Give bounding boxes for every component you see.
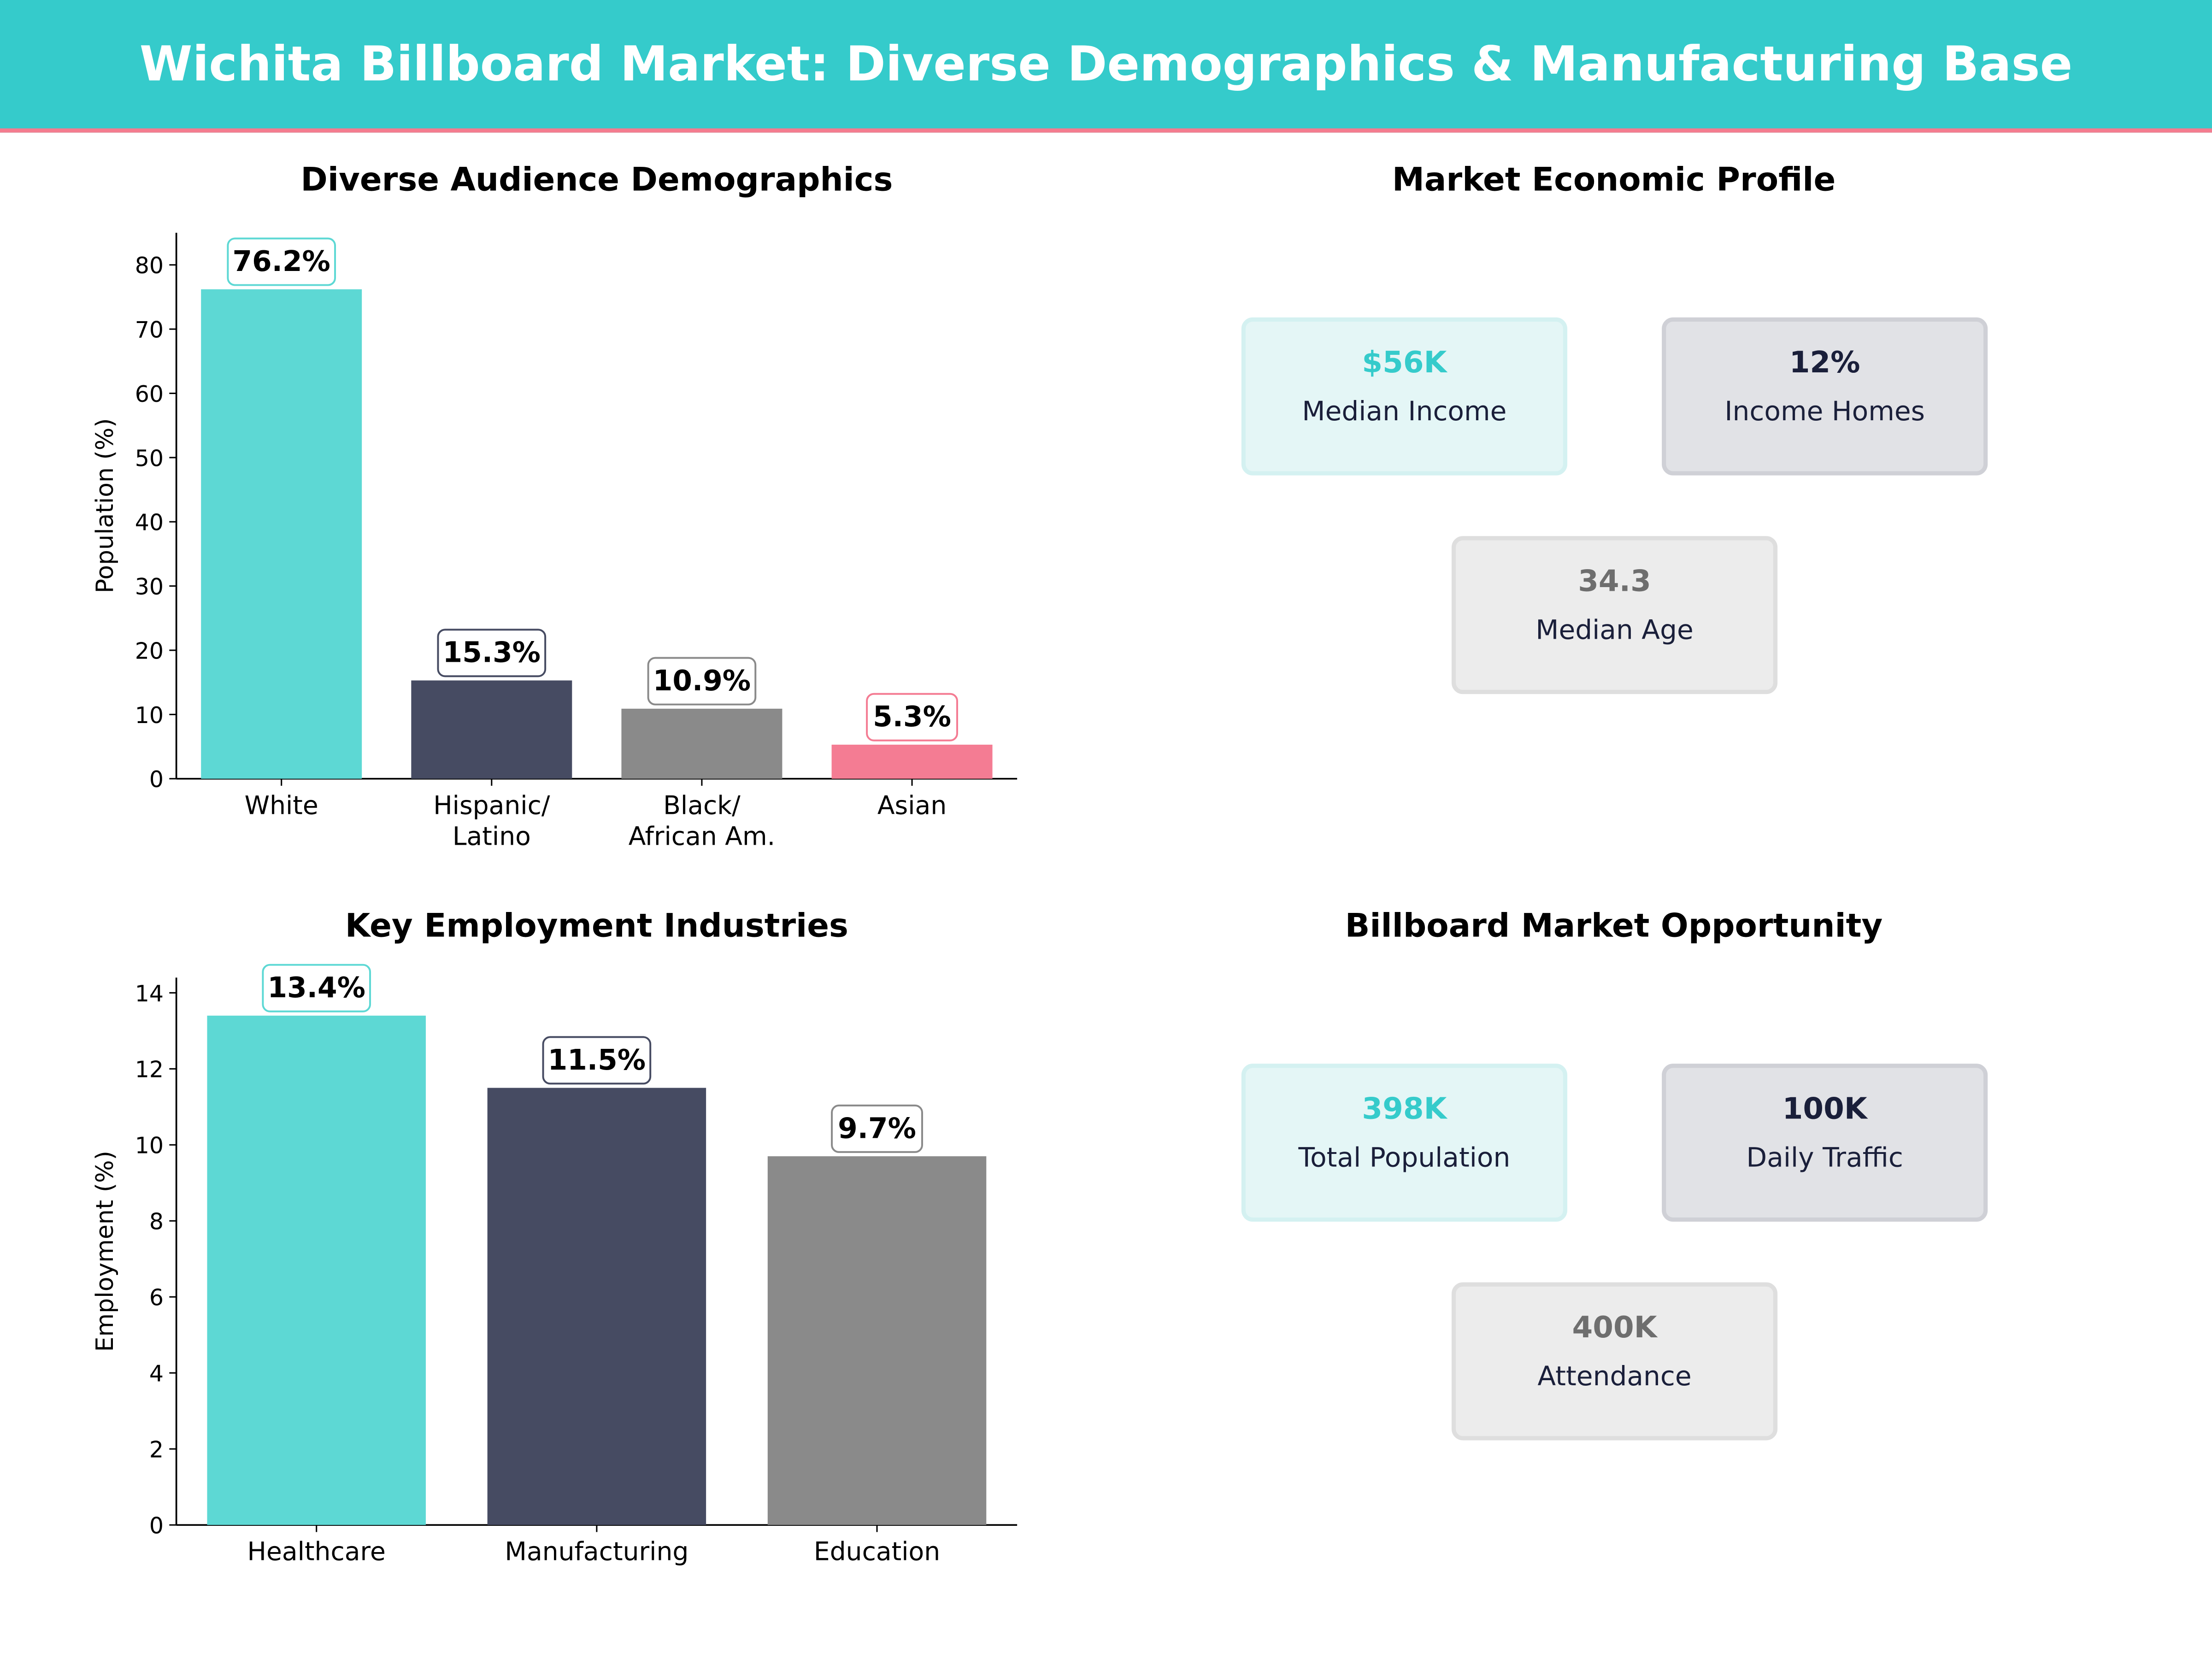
y-tick-label: 8 <box>149 1209 164 1235</box>
data-label: 9.7% <box>838 1112 916 1145</box>
bar <box>831 744 993 779</box>
card-label: Total Population <box>1298 1142 1511 1174</box>
income-homes-card: 12% Income Homes <box>1662 317 1988 476</box>
card-value: 34.3 <box>1578 564 1651 598</box>
x-tick-label: Manufacturing <box>505 1537 688 1566</box>
y-tick-label: 10 <box>135 702 164 729</box>
bar <box>201 289 362 779</box>
bar <box>487 1088 706 1525</box>
data-label: 15.3% <box>443 636 541 669</box>
data-label: 10.9% <box>653 665 751 697</box>
y-tick-label: 6 <box>149 1285 164 1311</box>
y-tick-label: 12 <box>135 1057 164 1083</box>
y-tick-label: 70 <box>135 317 164 343</box>
y-tick-label: 0 <box>149 1513 164 1539</box>
y-tick-label: 30 <box>135 574 164 600</box>
x-tick-label: Latino <box>453 822 531 851</box>
total-population-card: 398K Total Population <box>1241 1064 1567 1222</box>
y-tick-label: 50 <box>135 445 164 471</box>
y-tick-label: 80 <box>135 253 164 279</box>
header-banner: Wichita Billboard Market: Diverse Demogr… <box>0 0 2212 133</box>
card-value: $56K <box>1362 345 1447 380</box>
card-label: Attendance <box>1537 1361 1692 1393</box>
attendance-card: 400K Attendance <box>1451 1282 1778 1441</box>
y-tick-label: 2 <box>149 1437 164 1463</box>
y-tick-label: 4 <box>149 1361 164 1387</box>
median-income-card: $56K Median Income <box>1241 317 1567 476</box>
y-tick-label: 0 <box>149 766 164 793</box>
data-label-box <box>437 629 547 677</box>
y-axis-label: Employment (%) <box>91 1151 119 1352</box>
card-value: 398K <box>1362 1092 1447 1126</box>
data-label: 11.5% <box>548 1044 646 1077</box>
data-label-box <box>262 964 371 1012</box>
bar <box>207 1015 426 1525</box>
card-value: 12% <box>1789 345 1860 380</box>
x-tick-label: African Am. <box>629 822 775 851</box>
y-tick-label: 20 <box>135 638 164 664</box>
daily-traffic-card: 100K Daily Traffic <box>1662 1064 1988 1222</box>
opportunity-title: Billboard Market Opportunity <box>1345 908 1883 946</box>
x-tick-label: Asian <box>877 790 947 820</box>
card-label: Median Age <box>1535 615 1694 647</box>
data-label-box <box>647 657 757 706</box>
card-value: 400K <box>1572 1310 1657 1345</box>
x-tick-label: White <box>245 790 318 820</box>
y-tick-label: 60 <box>135 381 164 407</box>
data-label-box <box>227 237 336 286</box>
y-tick-label: 14 <box>135 981 164 1007</box>
x-tick-label: Healthcare <box>247 1537 386 1566</box>
card-value: 100K <box>1782 1092 1867 1126</box>
data-label-box <box>542 1036 652 1085</box>
bar <box>411 680 572 779</box>
card-label: Daily Traffic <box>1746 1142 1903 1174</box>
data-label: 76.2% <box>233 245 330 278</box>
median-age-card: 34.3 Median Age <box>1451 536 1778 694</box>
page-title: Wichita Billboard Market: Diverse Demogr… <box>139 36 2073 93</box>
data-label: 13.4% <box>268 971 365 1004</box>
x-tick-label: Black/ <box>663 790 741 820</box>
bar <box>621 708 782 779</box>
data-label-box <box>866 693 959 741</box>
y-tick-label: 40 <box>135 510 164 536</box>
bar <box>767 1156 987 1525</box>
y-tick-label: 10 <box>135 1133 164 1159</box>
y-axis-label: Population (%) <box>91 418 119 593</box>
demographics-chart-title: Diverse Audience Demographics <box>300 162 893 199</box>
x-tick-label: Education <box>814 1537 940 1566</box>
x-tick-label: Hispanic/ <box>433 790 550 820</box>
economic-profile-title: Market Economic Profile <box>1392 162 1836 199</box>
data-label-box <box>831 1104 923 1153</box>
employment-chart-title: Key Employment Industries <box>345 908 848 946</box>
data-label: 5.3% <box>873 700 951 733</box>
card-label: Income Homes <box>1724 396 1925 428</box>
card-label: Median Income <box>1302 396 1507 428</box>
